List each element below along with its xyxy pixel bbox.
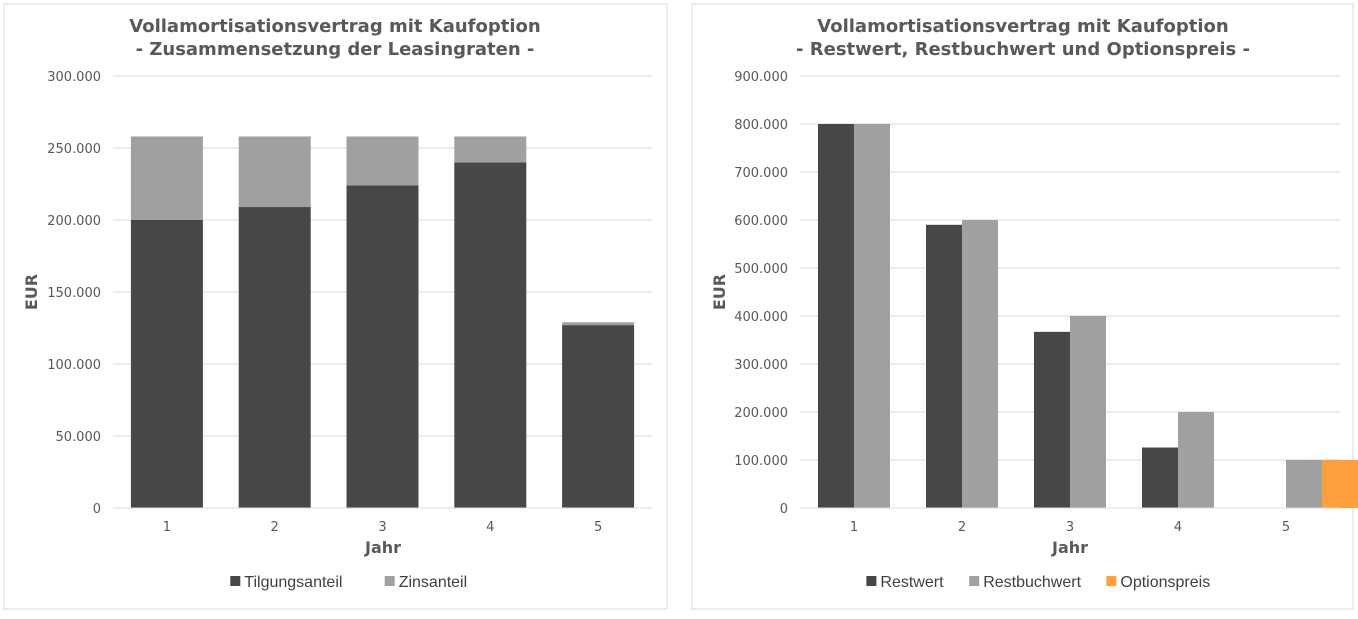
bar-zinsanteil	[346, 136, 419, 186]
x-axis-title: Jahr	[364, 538, 401, 557]
y-tick-labels: 0 100.000 200.000 300.000 400.000 500.000 600.…	[734, 70, 788, 517]
chart-panel-leasing-composition: Vollamortisationsvertrag mit Kaufoption …	[3, 3, 668, 610]
legend: Tilgungsanteil Zinsanteil	[230, 574, 467, 591]
bar-tilgungsanteil	[454, 162, 527, 508]
x-tick-labels: 1 2 3 4 5	[800, 507, 1340, 535]
y-tick-label: 150.000	[47, 286, 101, 301]
y-tick-labels: 0 50.000 100.000 150.000 200.000 250.000 300.0…	[47, 70, 101, 517]
legend-item-zinsanteil: Zinsanteil	[384, 574, 467, 591]
chart-panel-residual-values: Vollamortisationsvertrag mit Kaufoption …	[691, 3, 1358, 610]
bar-restbuchwert	[1070, 316, 1106, 508]
y-tick-label: 900.000	[734, 70, 788, 85]
bars	[130, 136, 635, 509]
bar-tilgungsanteil	[346, 185, 419, 508]
bar-zinsanteil	[562, 322, 635, 326]
bar-restwert	[1142, 447, 1178, 508]
y-tick-label: 200.000	[734, 406, 788, 421]
bar-zinsanteil	[454, 136, 527, 163]
bar-restwert	[818, 124, 854, 508]
x-tick-labels: 1 2 3 4 5	[113, 507, 652, 535]
legend-label: Optionspreis	[1120, 574, 1210, 591]
chart-frame	[691, 3, 1354, 610]
x-tick-label: 3	[378, 520, 386, 535]
y-tick-label: 100.000	[47, 358, 101, 373]
y-tick-label: 100.000	[734, 454, 788, 469]
y-axis-title: EUR	[710, 274, 729, 310]
legend-label: Zinsanteil	[399, 574, 467, 591]
legend-item-restwert: Restwert	[866, 574, 944, 591]
bar-optionspreis	[1322, 460, 1358, 508]
legend-swatch	[230, 576, 241, 586]
bar-tilgungsanteil	[130, 220, 203, 508]
legend-label: Tilgungsanteil	[244, 574, 342, 591]
y-tick-label: 500.000	[734, 262, 788, 277]
chart-title-line-1: Vollamortisationsvertrag mit Kaufoption	[129, 16, 540, 37]
chart-title-line-2: - Restwert, Restbuchwert und Optionsprei…	[796, 39, 1250, 60]
x-tick-label: 2	[271, 520, 279, 535]
bar-restbuchwert	[962, 220, 998, 508]
x-tick-label: 1	[163, 520, 171, 535]
x-tick-label: 4	[1174, 520, 1182, 535]
legend: Restwert Restbuchwert Optionspreis	[866, 574, 1210, 591]
bar-zinsanteil	[130, 136, 203, 220]
y-tick-label: 600.000	[734, 214, 788, 229]
y-tick-label: 200.000	[47, 214, 101, 229]
y-tick-label: 300.000	[734, 358, 788, 373]
bar-tilgungsanteil	[562, 325, 635, 508]
bar-restwert	[926, 224, 962, 509]
y-axis-title: EUR	[22, 274, 41, 310]
legend-label: Restbuchwert	[983, 574, 1081, 591]
y-tick-label: 0	[93, 502, 101, 517]
legend-swatch	[866, 576, 877, 586]
legend-item-tilgungsanteil: Tilgungsanteil	[230, 574, 342, 591]
bar-restbuchwert	[1178, 412, 1214, 508]
legend-swatch	[384, 576, 395, 586]
y-tick-label: 300.000	[47, 70, 101, 85]
chart-frame	[3, 3, 668, 610]
y-tick-label: 250.000	[47, 142, 101, 157]
x-tick-label: 5	[594, 520, 602, 535]
x-tick-label: 4	[486, 520, 494, 535]
chart-title-line-1: Vollamortisationsvertrag mit Kaufoption	[817, 16, 1228, 37]
legend-swatch	[969, 576, 980, 586]
x-tick-label: 5	[1282, 520, 1290, 535]
legend-label: Restwert	[880, 574, 944, 591]
bar-restbuchwert	[854, 124, 890, 508]
y-tick-label: 0	[780, 502, 788, 517]
y-tick-label: 800.000	[734, 118, 788, 133]
y-tick-label: 700.000	[734, 166, 788, 181]
chart-title-line-2: - Zusammensetzung der Leasingraten -	[136, 39, 535, 60]
x-tick-label: 2	[958, 520, 966, 535]
y-tick-label: 400.000	[734, 310, 788, 325]
y-tick-label: 50.000	[56, 430, 102, 445]
bar-restwert	[1034, 331, 1070, 508]
legend-item-optionspreis: Optionspreis	[1106, 574, 1210, 591]
bar-restbuchwert	[1286, 460, 1322, 508]
legend-item-restbuchwert: Restbuchwert	[969, 574, 1082, 591]
x-axis-title: Jahr	[1051, 538, 1088, 557]
bar-zinsanteil	[238, 136, 311, 208]
x-tick-label: 3	[1066, 520, 1074, 535]
x-tick-label: 1	[850, 520, 858, 535]
bar-tilgungsanteil	[238, 207, 311, 509]
bars	[818, 124, 1358, 509]
legend-swatch	[1106, 576, 1117, 586]
